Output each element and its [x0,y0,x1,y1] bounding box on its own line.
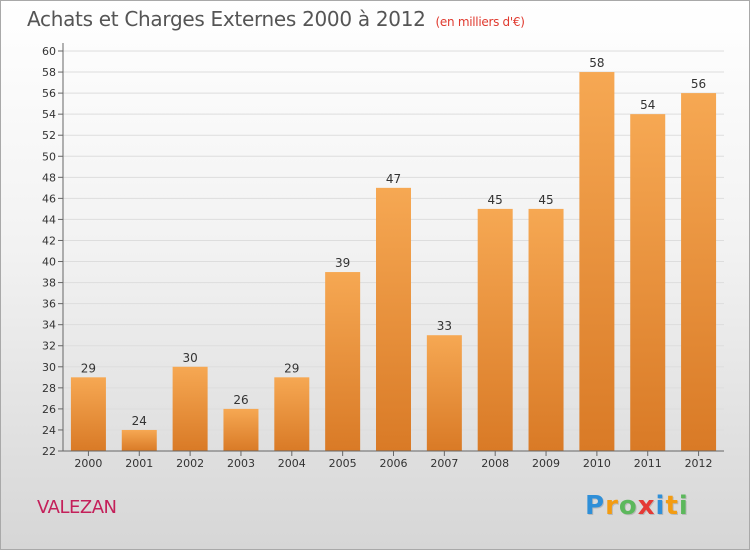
x-tick-label: 2004 [278,457,306,470]
y-tick-label: 46 [42,192,56,205]
y-tick-label: 36 [42,298,56,311]
y-tick-label: 44 [42,213,56,226]
y-tick-label: 52 [42,129,56,142]
logo-letter: o [618,491,638,521]
chart-subtitle: (en milliers d'€) [435,15,525,29]
value-label: 39 [335,256,350,270]
y-tick-label: 38 [42,277,56,290]
value-labels: 29 24 30 26 29 39 47 33 45 45 58 54 56 [81,56,706,428]
value-label: 58 [589,56,604,70]
bar-2001 [121,429,157,451]
logo-letter: r [605,491,619,521]
x-tick-label: 2012 [685,457,713,470]
x-tick-label: 2001 [125,457,153,470]
x-tick-label: 2000 [74,457,102,470]
x-tick-label: 2007 [430,457,458,470]
axes: 22 24 26 28 30 32 34 36 38 40 42 44 46 48 50 52 54 56 58 60… [42,43,724,470]
y-tick-label: 26 [42,403,56,416]
value-label: 54 [640,98,655,112]
y-tick-label: 42 [42,234,56,247]
bar-2003 [223,408,259,451]
bar-2006 [376,187,411,451]
x-tick-label: 2010 [583,457,611,470]
y-tick-label: 48 [42,171,56,184]
y-tick-label: 24 [42,424,56,437]
y-tick-label: 32 [42,340,56,353]
value-label: 29 [81,361,96,375]
chart-title-text: Achats et Charges Externes 2000 à 2012 [27,7,426,31]
commune-name: VALEZAN [37,497,117,518]
logo-letter: x [637,491,656,521]
value-label: 24 [132,414,147,428]
value-label: 33 [437,319,452,333]
y-tick-label: 60 [42,45,56,58]
value-label: 29 [284,361,299,375]
y-tick-label: 28 [42,382,56,395]
x-tick-label: 2008 [481,457,509,470]
x-tick-label: 2006 [380,457,408,470]
bar-2002 [172,366,208,451]
x-tick-label: 2002 [176,457,204,470]
x-tick-label: 2005 [329,457,357,470]
logo-letter: t [665,491,679,521]
x-tick-label: 2009 [532,457,560,470]
value-label: 45 [488,193,503,207]
bar-2000 [70,377,106,451]
value-label: 56 [691,77,706,91]
y-tick-label: 58 [42,66,56,79]
value-label: 47 [386,172,401,186]
value-label: 45 [538,193,553,207]
logo-letter: i [678,491,689,521]
y-tick-label: 34 [42,319,56,332]
value-label: 30 [182,351,197,365]
proxiti-logo[interactable]: Proxiti [585,491,689,521]
y-tick-label: 40 [42,256,56,269]
bar-2008 [477,208,513,451]
value-label: 26 [233,393,248,407]
bar-2010 [579,72,615,451]
bar-2009 [528,208,564,451]
bar-2007 [426,335,462,451]
bar-2005 [325,272,361,451]
bar-2011 [630,114,666,451]
x-tick-label: 2003 [227,457,255,470]
logo-letter: i [655,491,666,521]
y-tick-label: 56 [42,87,56,100]
y-tick-label: 30 [42,361,56,374]
bar-2004 [274,377,310,451]
chart-title: Achats et Charges Externes 2000 à 2012 (e… [27,7,525,31]
logo-letter: P [585,491,606,521]
bar-2012 [681,93,717,452]
y-tick-label: 54 [42,108,56,121]
y-tick-label: 50 [42,150,56,163]
x-tick-label: 2011 [634,457,662,470]
bars [70,72,717,452]
y-tick-label: 22 [42,445,56,458]
